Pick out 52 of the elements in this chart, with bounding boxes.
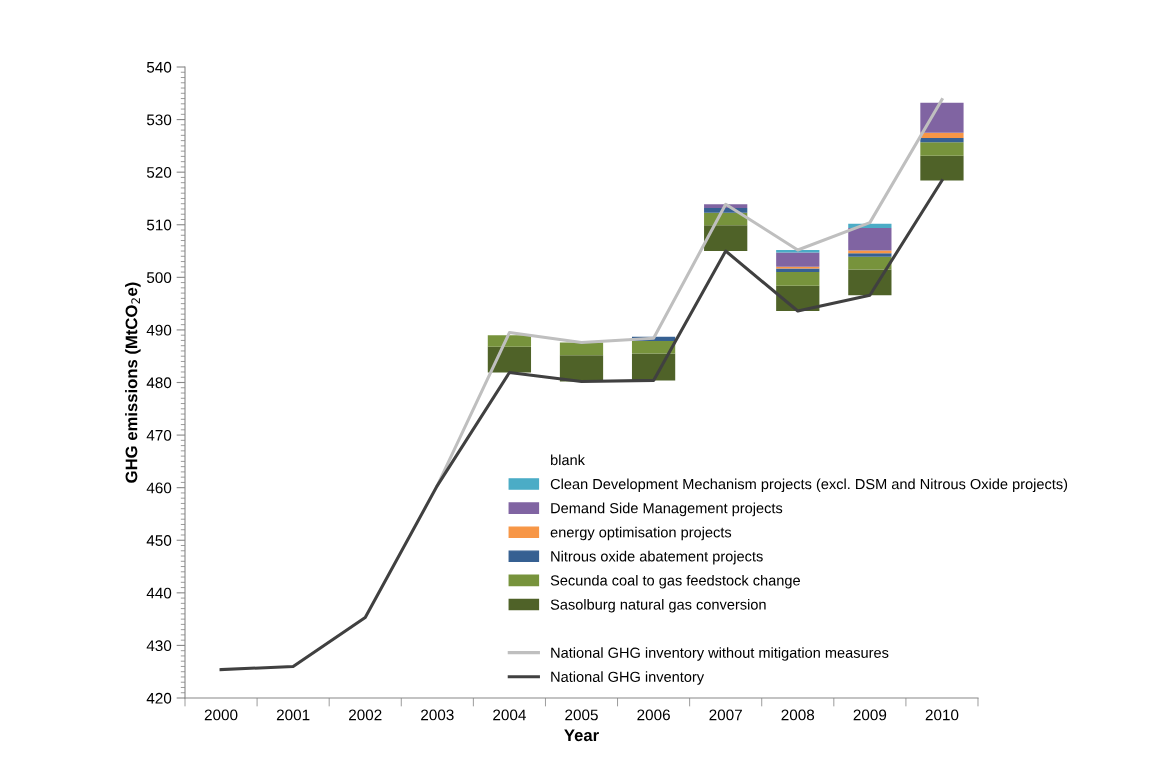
legend-label: Demand Side Management projects: [551, 502, 783, 517]
legend-label: Clean Development Mechanism projects (excl. DSM and Nitrous Oxide projects): [550, 478, 1068, 493]
bar: [704, 225, 748, 252]
y-tick-label: 500: [146, 272, 172, 284]
x-tick-label: 2004: [493, 709, 526, 721]
y-tick-label: 490: [146, 324, 172, 336]
x-tick-label: 2005: [565, 709, 598, 721]
bar: [920, 142, 964, 156]
bar: [848, 256, 892, 270]
bar: [631, 340, 676, 354]
y-tick-label: 450: [146, 535, 172, 546]
y-tick-label: 530: [146, 114, 172, 126]
y-tick-label: 510: [146, 219, 172, 231]
x-tick-label: 2008: [781, 709, 815, 721]
legend-label: National GHG inventory: [551, 671, 705, 685]
bar: [920, 137, 964, 143]
bar: [487, 346, 532, 373]
bar: [776, 252, 820, 267]
legend-label: energy optimisation projects: [550, 526, 732, 541]
x-axis-title: Year: [564, 729, 599, 742]
y-tick-label: 460: [146, 482, 172, 494]
bar: [920, 132, 964, 138]
x-tick-label: 2003: [421, 709, 454, 721]
x-tick-label: 2001: [276, 709, 310, 721]
x-tick-label: 2006: [637, 709, 670, 721]
legend-label: Sasolburg natural gas conversion: [550, 599, 766, 613]
bar: [920, 155, 964, 181]
y-tick-label: 420: [146, 692, 172, 704]
bar: [920, 102, 964, 133]
x-tick-label: 2009: [853, 709, 887, 721]
bar: [559, 355, 604, 382]
bar: [776, 249, 820, 253]
y-tick-label: 430: [146, 640, 172, 652]
bar: [559, 342, 604, 356]
y-tick-label: 480: [146, 377, 172, 389]
x-tick-label: 2007: [709, 709, 742, 721]
bar: [776, 268, 820, 273]
bar: [848, 227, 892, 251]
x-tick-label: 2000: [204, 709, 238, 721]
y-tick-label: 440: [146, 587, 172, 599]
legend-label: Nitrous oxide abatement projects: [551, 550, 763, 565]
bar: [776, 272, 820, 286]
legend-label: Secunda coal to gas feedstock change: [550, 574, 800, 589]
legend-label: National GHG inventory without mitigation measures: [551, 647, 889, 661]
y-axis-title: GHG emissions (MtCO$_{2}$e): [125, 282, 141, 483]
annotation: blank: [551, 454, 585, 466]
y-tick-label: 470: [146, 429, 172, 441]
x-tick-label: 2010: [925, 709, 959, 721]
y-tick-label: 540: [146, 61, 172, 73]
x-tick-label: 2002: [349, 709, 382, 721]
y-tick-label: 520: [146, 167, 172, 178]
bar: [848, 269, 892, 296]
